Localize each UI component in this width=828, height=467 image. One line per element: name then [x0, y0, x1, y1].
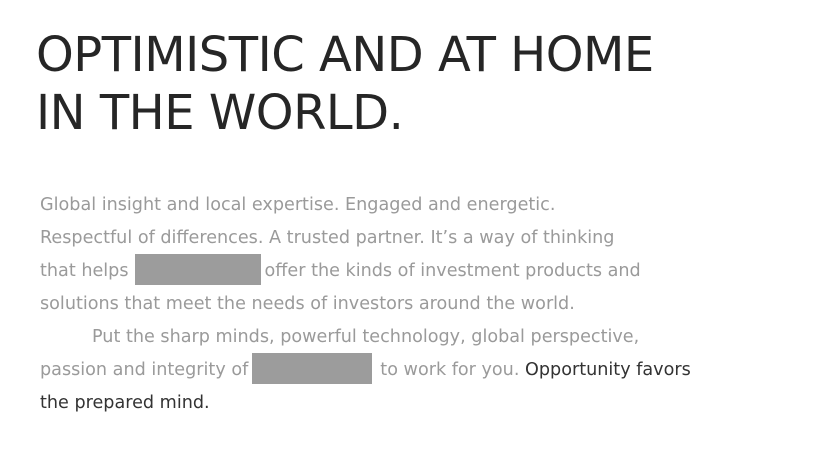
- body-line-3: that helps offer the kinds of investment …: [40, 253, 820, 288]
- body-line-3-after: offer the kinds of investment products a…: [264, 261, 641, 281]
- body-line-5: Put the sharp minds, powerful technology…: [92, 327, 640, 347]
- headline-line-1: OPTIMISTIC AND AT HOME: [36, 27, 654, 83]
- body-line-1: Global insight and local expertise. Enga…: [40, 195, 556, 215]
- body-copy: Global insight and local expertise. Enga…: [40, 189, 820, 420]
- headline-line-2: IN THE WORLD.: [36, 85, 404, 141]
- body-line-2: Respectful of differences. A trusted par…: [40, 228, 615, 248]
- redaction-box: [252, 352, 373, 384]
- redaction-box: [134, 253, 261, 285]
- tagline-part-1: Opportunity favors: [525, 360, 691, 380]
- tagline-part-2: the prepared mind.: [40, 393, 210, 413]
- body-line-6-after: to work for you.: [380, 360, 520, 380]
- body-line-6: passion and integrity of to work for you.…: [40, 352, 820, 387]
- body-line-6-before: passion and integrity of: [40, 360, 249, 380]
- body-line-4: solutions that meet the needs of investo…: [40, 294, 575, 314]
- body-line-3-before: that helps: [40, 261, 129, 281]
- headline: OPTIMISTIC AND AT HOME IN THE WORLD.: [36, 26, 654, 142]
